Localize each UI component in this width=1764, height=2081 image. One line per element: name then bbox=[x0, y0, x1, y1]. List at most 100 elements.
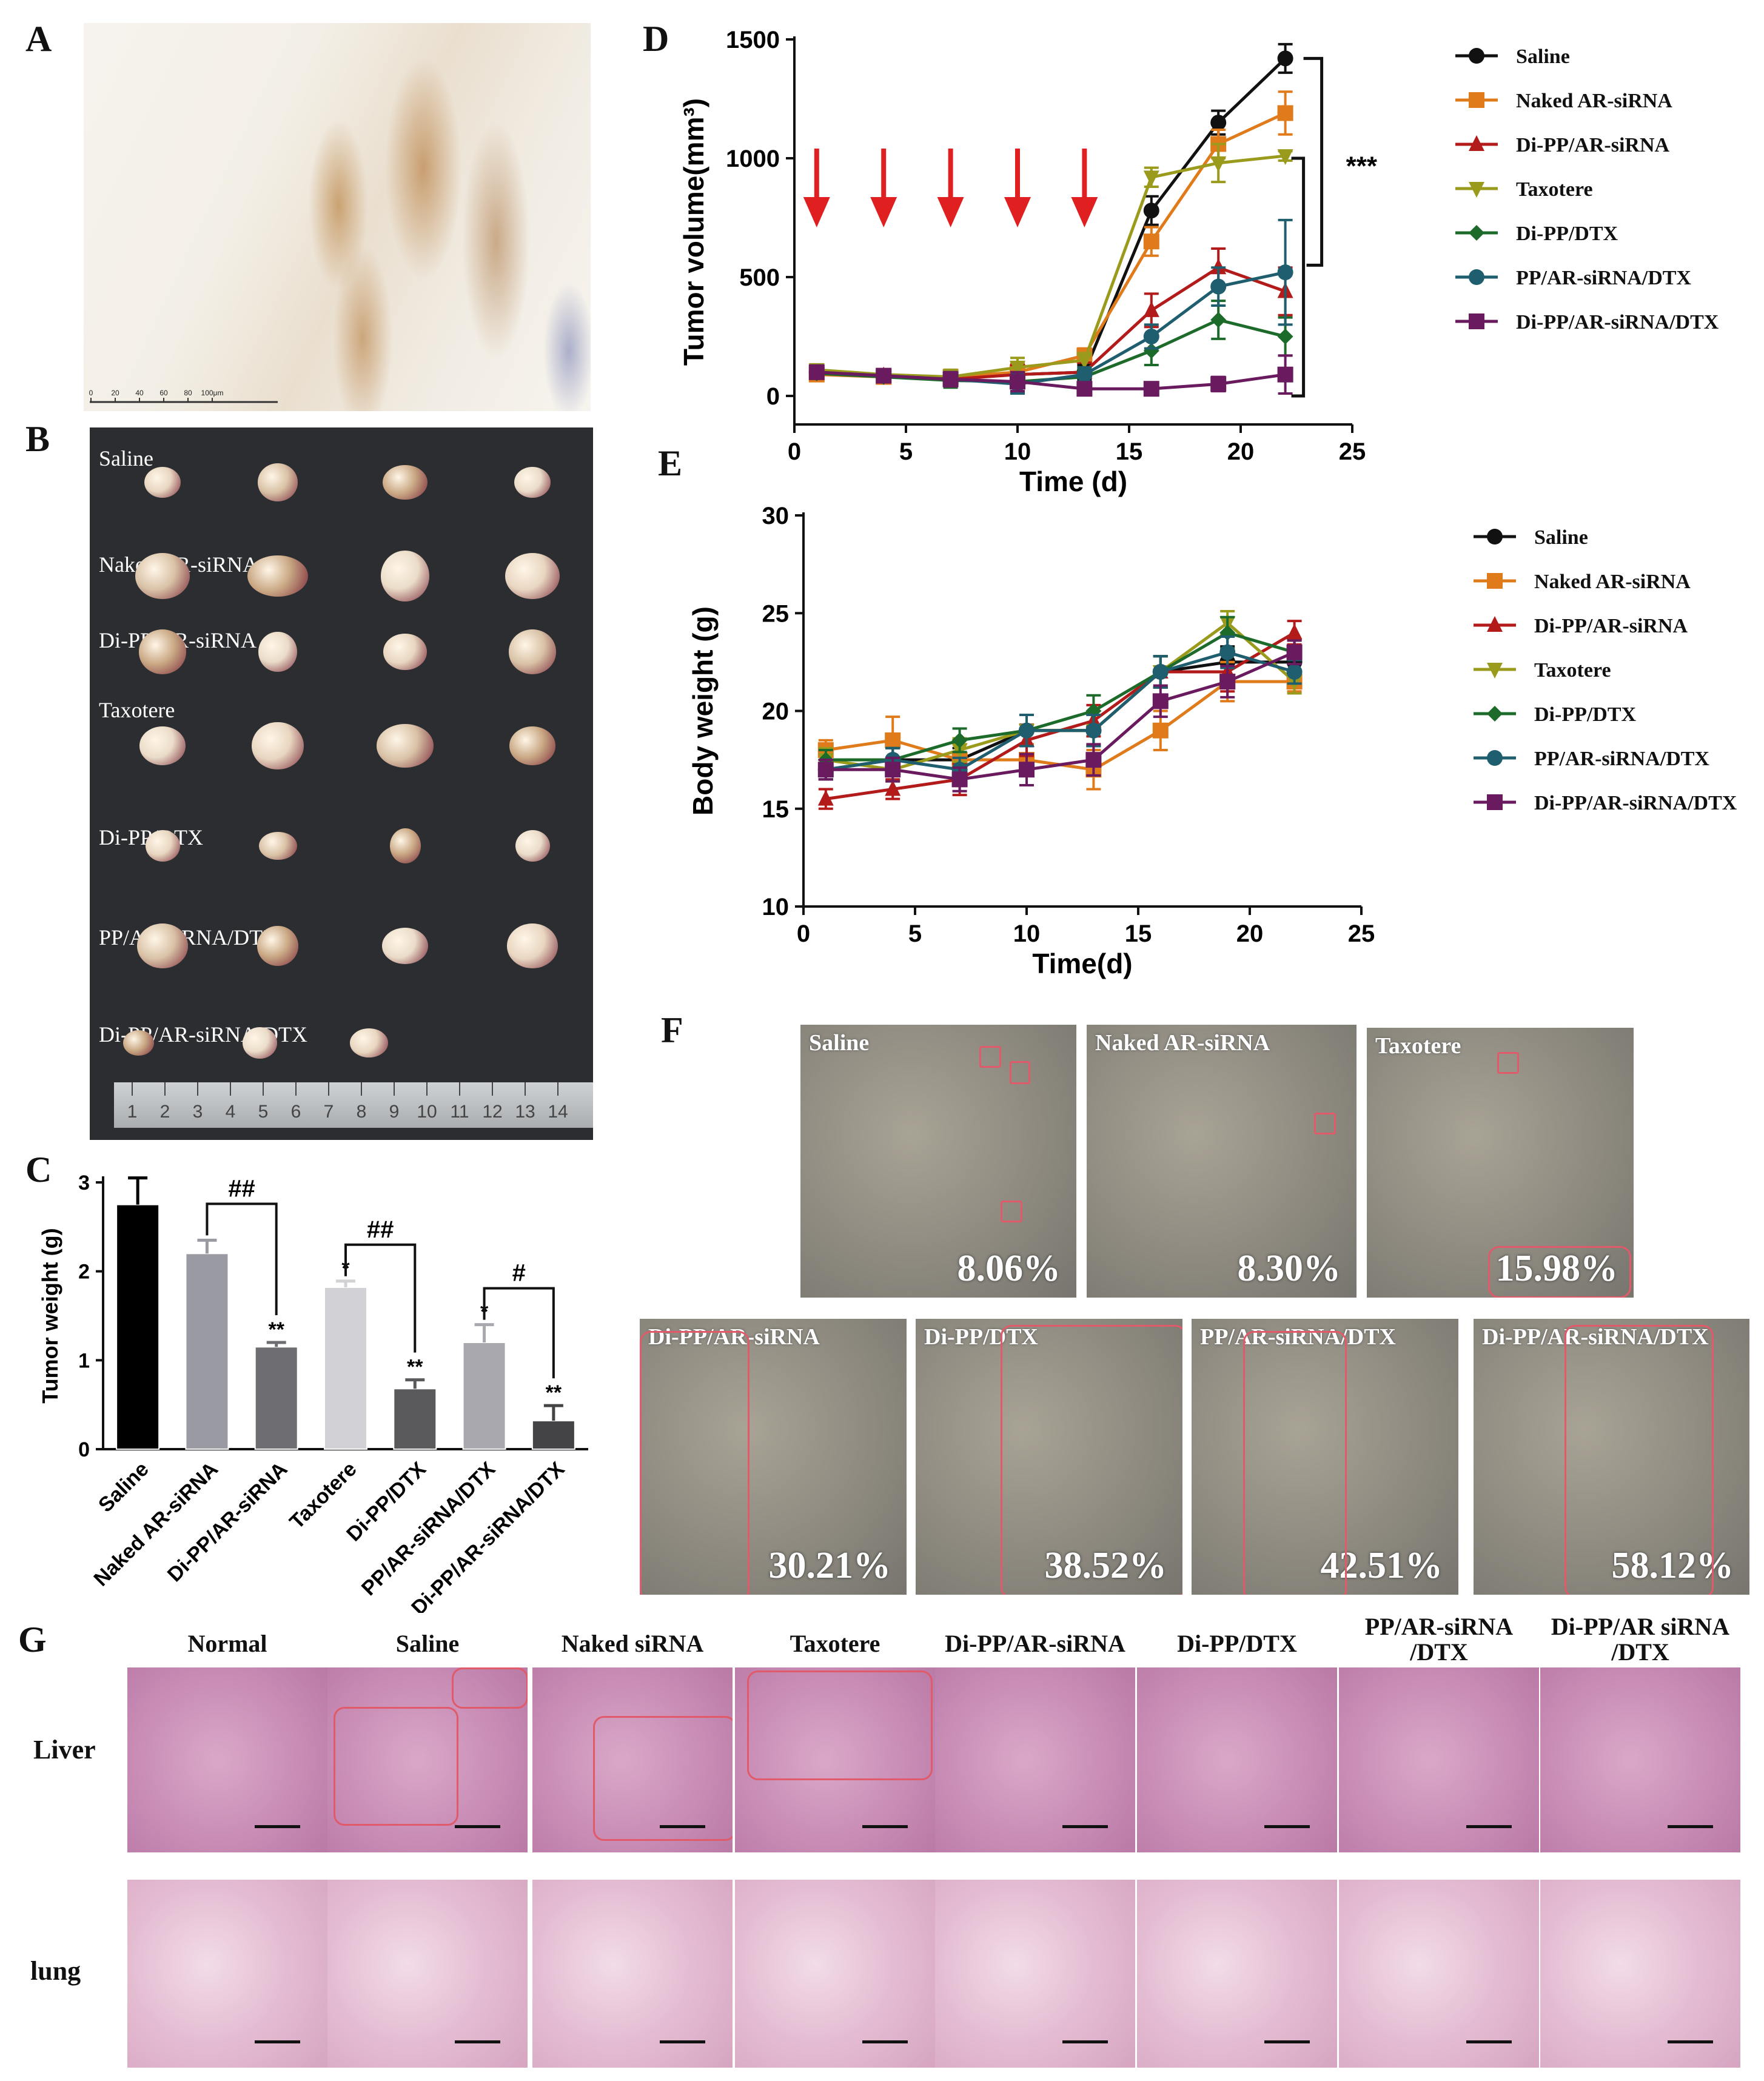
y-axis-label: Body weight (g) bbox=[687, 606, 719, 816]
legend-marker bbox=[1487, 706, 1503, 722]
data-point bbox=[885, 762, 901, 778]
data-point bbox=[1010, 360, 1025, 377]
significance-bracket bbox=[1303, 56, 1324, 267]
row-label-liver: Liver bbox=[33, 1735, 96, 1764]
ruler-tick-label: 14 bbox=[548, 1102, 568, 1122]
significance-star: ** bbox=[268, 1318, 284, 1341]
body-weight-line-chart: 10 15 20 25 30 0 5 10 15 20 25 Time(d) Body weight (… bbox=[687, 503, 1737, 979]
tumor bbox=[380, 551, 430, 602]
ruler-tick-label: 7 bbox=[324, 1102, 334, 1122]
highlight-box bbox=[1001, 1201, 1022, 1222]
series-line bbox=[825, 651, 1295, 771]
panel-letter-g: G bbox=[18, 1620, 47, 1660]
highlight-box bbox=[747, 1670, 933, 1780]
comparison-bracket bbox=[344, 1243, 417, 1353]
scale-tick-label: 80 bbox=[184, 389, 192, 397]
y-axis-label: Tumor volume(mm³) bbox=[678, 98, 709, 366]
group-label: PP/AR-siRNA/DTX bbox=[99, 925, 279, 950]
panel-letter-b: B bbox=[25, 419, 50, 459]
tumor bbox=[122, 1030, 154, 1056]
significance-star: ** bbox=[546, 1381, 562, 1404]
image-label: Di-PP/AR-siRNA bbox=[648, 1324, 820, 1350]
data-point bbox=[1085, 752, 1102, 768]
panel-letter-c: C bbox=[25, 1150, 52, 1190]
legend-marker bbox=[1487, 750, 1503, 766]
x-tick-label: Di-PP/AR-siRNA bbox=[163, 1458, 292, 1587]
group-label: Saline bbox=[99, 446, 153, 471]
data-point bbox=[1152, 693, 1169, 709]
data-point bbox=[1286, 644, 1303, 660]
x-tick-label: 0 bbox=[788, 438, 801, 465]
data-point bbox=[1143, 343, 1159, 359]
lung-he-image bbox=[735, 1880, 935, 2068]
ihc-image: Saline 8.06% bbox=[800, 1025, 1076, 1298]
x-tick-label: 20 bbox=[1227, 438, 1255, 465]
y-tick-label: 1500 bbox=[726, 27, 780, 53]
data-point bbox=[1210, 312, 1227, 328]
bar bbox=[185, 1253, 229, 1450]
ruler-tick-label: 2 bbox=[160, 1102, 170, 1122]
tumor bbox=[508, 629, 557, 674]
legend-label: Di-PP/AR-siRNA bbox=[1516, 134, 1670, 156]
tumor-volume-line-chart: 0 500 1000 1500 0 5 10 15 20 25 Time (d) Tumor volu… bbox=[678, 27, 1719, 497]
column-label: Normal bbox=[187, 1630, 267, 1657]
data-point bbox=[1152, 664, 1169, 680]
series-line bbox=[825, 631, 1295, 762]
x-tick-label: Saline bbox=[94, 1458, 153, 1517]
series-line bbox=[825, 651, 1295, 781]
scale-bar bbox=[1062, 1825, 1108, 1828]
comparison-label: ## bbox=[367, 1216, 394, 1243]
image-label: Di-PP/AR-siRNA/DTX bbox=[1482, 1324, 1709, 1350]
treatment-arrow-head bbox=[937, 197, 964, 227]
comparison-label: # bbox=[512, 1260, 526, 1287]
legend-label: PP/AR-siRNA/DTX bbox=[1516, 267, 1691, 289]
tumor bbox=[144, 466, 181, 498]
y-tick-label: 0 bbox=[766, 383, 780, 410]
legend-label: Taxotere bbox=[1516, 178, 1593, 201]
x-tick-label: 5 bbox=[908, 920, 922, 947]
tumor bbox=[383, 634, 427, 670]
positive-area-percent: 8.06% bbox=[957, 1248, 1061, 1289]
lung-he-image bbox=[1137, 1880, 1337, 2068]
liver-he-image bbox=[532, 1667, 733, 1852]
treatment-arrow-head bbox=[870, 197, 897, 227]
x-tick-label: 0 bbox=[797, 920, 810, 947]
scale-tick-label: 20 bbox=[111, 389, 119, 397]
legend-label: Di-PP/AR-siRNA/DTX bbox=[1516, 311, 1719, 333]
highlight-box bbox=[1497, 1052, 1519, 1074]
tumor bbox=[145, 829, 180, 862]
treatment-arrow-head bbox=[1004, 197, 1031, 227]
scale-bar bbox=[1264, 2040, 1310, 2043]
y-tick-label: 2 bbox=[78, 1261, 90, 1284]
scale-bar bbox=[255, 2040, 300, 2043]
ruler-tick-label: 8 bbox=[357, 1102, 367, 1122]
y-tick-label: 25 bbox=[762, 600, 790, 627]
ihc-image: Taxotere 15.98% bbox=[1367, 1028, 1634, 1298]
column-label: Di-PP/AR siRNA /DTX bbox=[1551, 1613, 1730, 1666]
ruler-tick-label: 3 bbox=[193, 1102, 203, 1122]
data-point bbox=[1219, 674, 1236, 690]
positive-area-percent: 38.52% bbox=[1044, 1545, 1167, 1586]
tumor bbox=[376, 724, 434, 768]
legend-label: Taxotere bbox=[1534, 659, 1611, 682]
ihc-image: Di-PP/AR-siRNA 30.21% bbox=[640, 1319, 907, 1595]
data-point bbox=[1085, 722, 1102, 739]
bar bbox=[116, 1204, 160, 1450]
y-tick-label: 15 bbox=[762, 796, 790, 823]
ihc-micrograph: 0 20 40 60 80 100μm bbox=[84, 23, 591, 411]
group-label: Taxotere bbox=[99, 698, 175, 722]
x-tick-label: 25 bbox=[1348, 920, 1375, 947]
data-point bbox=[1277, 50, 1293, 67]
tumor bbox=[509, 726, 556, 765]
legend-marker bbox=[1487, 616, 1503, 632]
data-point bbox=[1277, 149, 1293, 166]
tumor bbox=[257, 463, 298, 501]
data-point bbox=[876, 367, 892, 384]
data-point bbox=[1019, 722, 1035, 739]
legend: Saline Naked AR-siRNA Di-PP/AR-siRNA Taxote… bbox=[1474, 526, 1737, 814]
highlight-box bbox=[1488, 1246, 1631, 1298]
positive-area-percent: 42.51% bbox=[1320, 1545, 1443, 1586]
tumor bbox=[138, 629, 187, 674]
